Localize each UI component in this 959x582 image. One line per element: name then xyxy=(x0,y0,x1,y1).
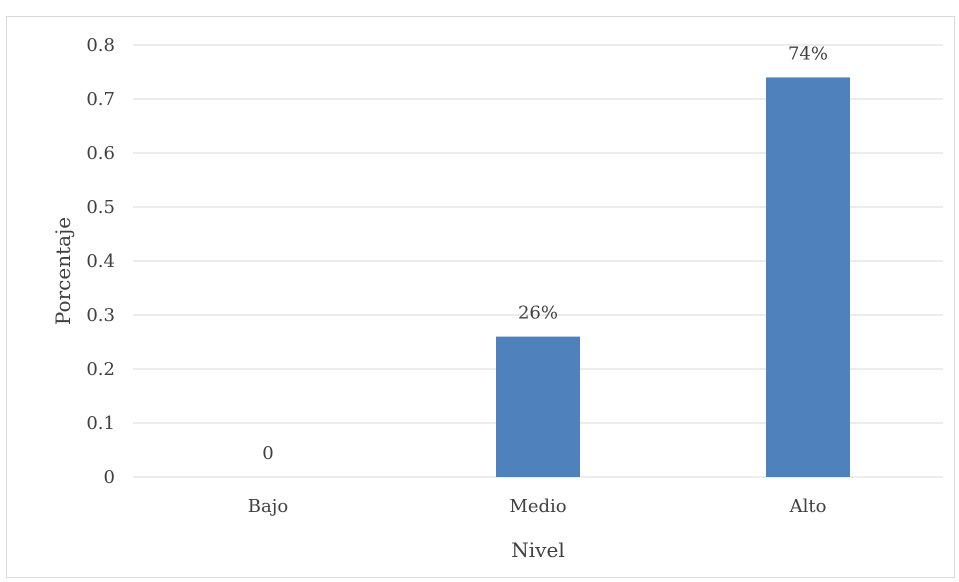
y-tick-label: 0.3 xyxy=(86,305,115,326)
x-axis-tick-labels: Bajo Medio Alto xyxy=(248,496,827,517)
x-tick-label: Alto xyxy=(789,496,827,517)
bar-medio xyxy=(496,336,580,477)
data-label: 26% xyxy=(518,303,558,324)
bar-alto xyxy=(766,77,850,478)
y-tick-label: 0.4 xyxy=(86,251,115,272)
data-label: 0 xyxy=(262,443,273,464)
y-axis-title: Porcentaje xyxy=(51,217,75,325)
y-tick-label: 0 xyxy=(104,467,115,488)
x-tick-label: Bajo xyxy=(248,496,288,517)
y-tick-label: 0.2 xyxy=(86,359,115,380)
y-tick-label: 0.6 xyxy=(86,143,115,164)
y-tick-label: 0.8 xyxy=(86,35,115,56)
y-tick-label: 0.5 xyxy=(86,197,115,218)
y-tick-label: 0.1 xyxy=(86,413,115,434)
x-axis-title: Nivel xyxy=(511,538,564,562)
y-axis-tick-labels: 0 0.1 0.2 0.3 0.4 0.5 0.6 0.7 0.8 xyxy=(86,35,115,488)
x-tick-label: Medio xyxy=(509,496,566,517)
y-tick-label: 0.7 xyxy=(86,89,115,110)
data-labels: 0 26% 74% xyxy=(262,43,828,464)
bars xyxy=(496,77,850,478)
data-label: 74% xyxy=(788,43,828,64)
